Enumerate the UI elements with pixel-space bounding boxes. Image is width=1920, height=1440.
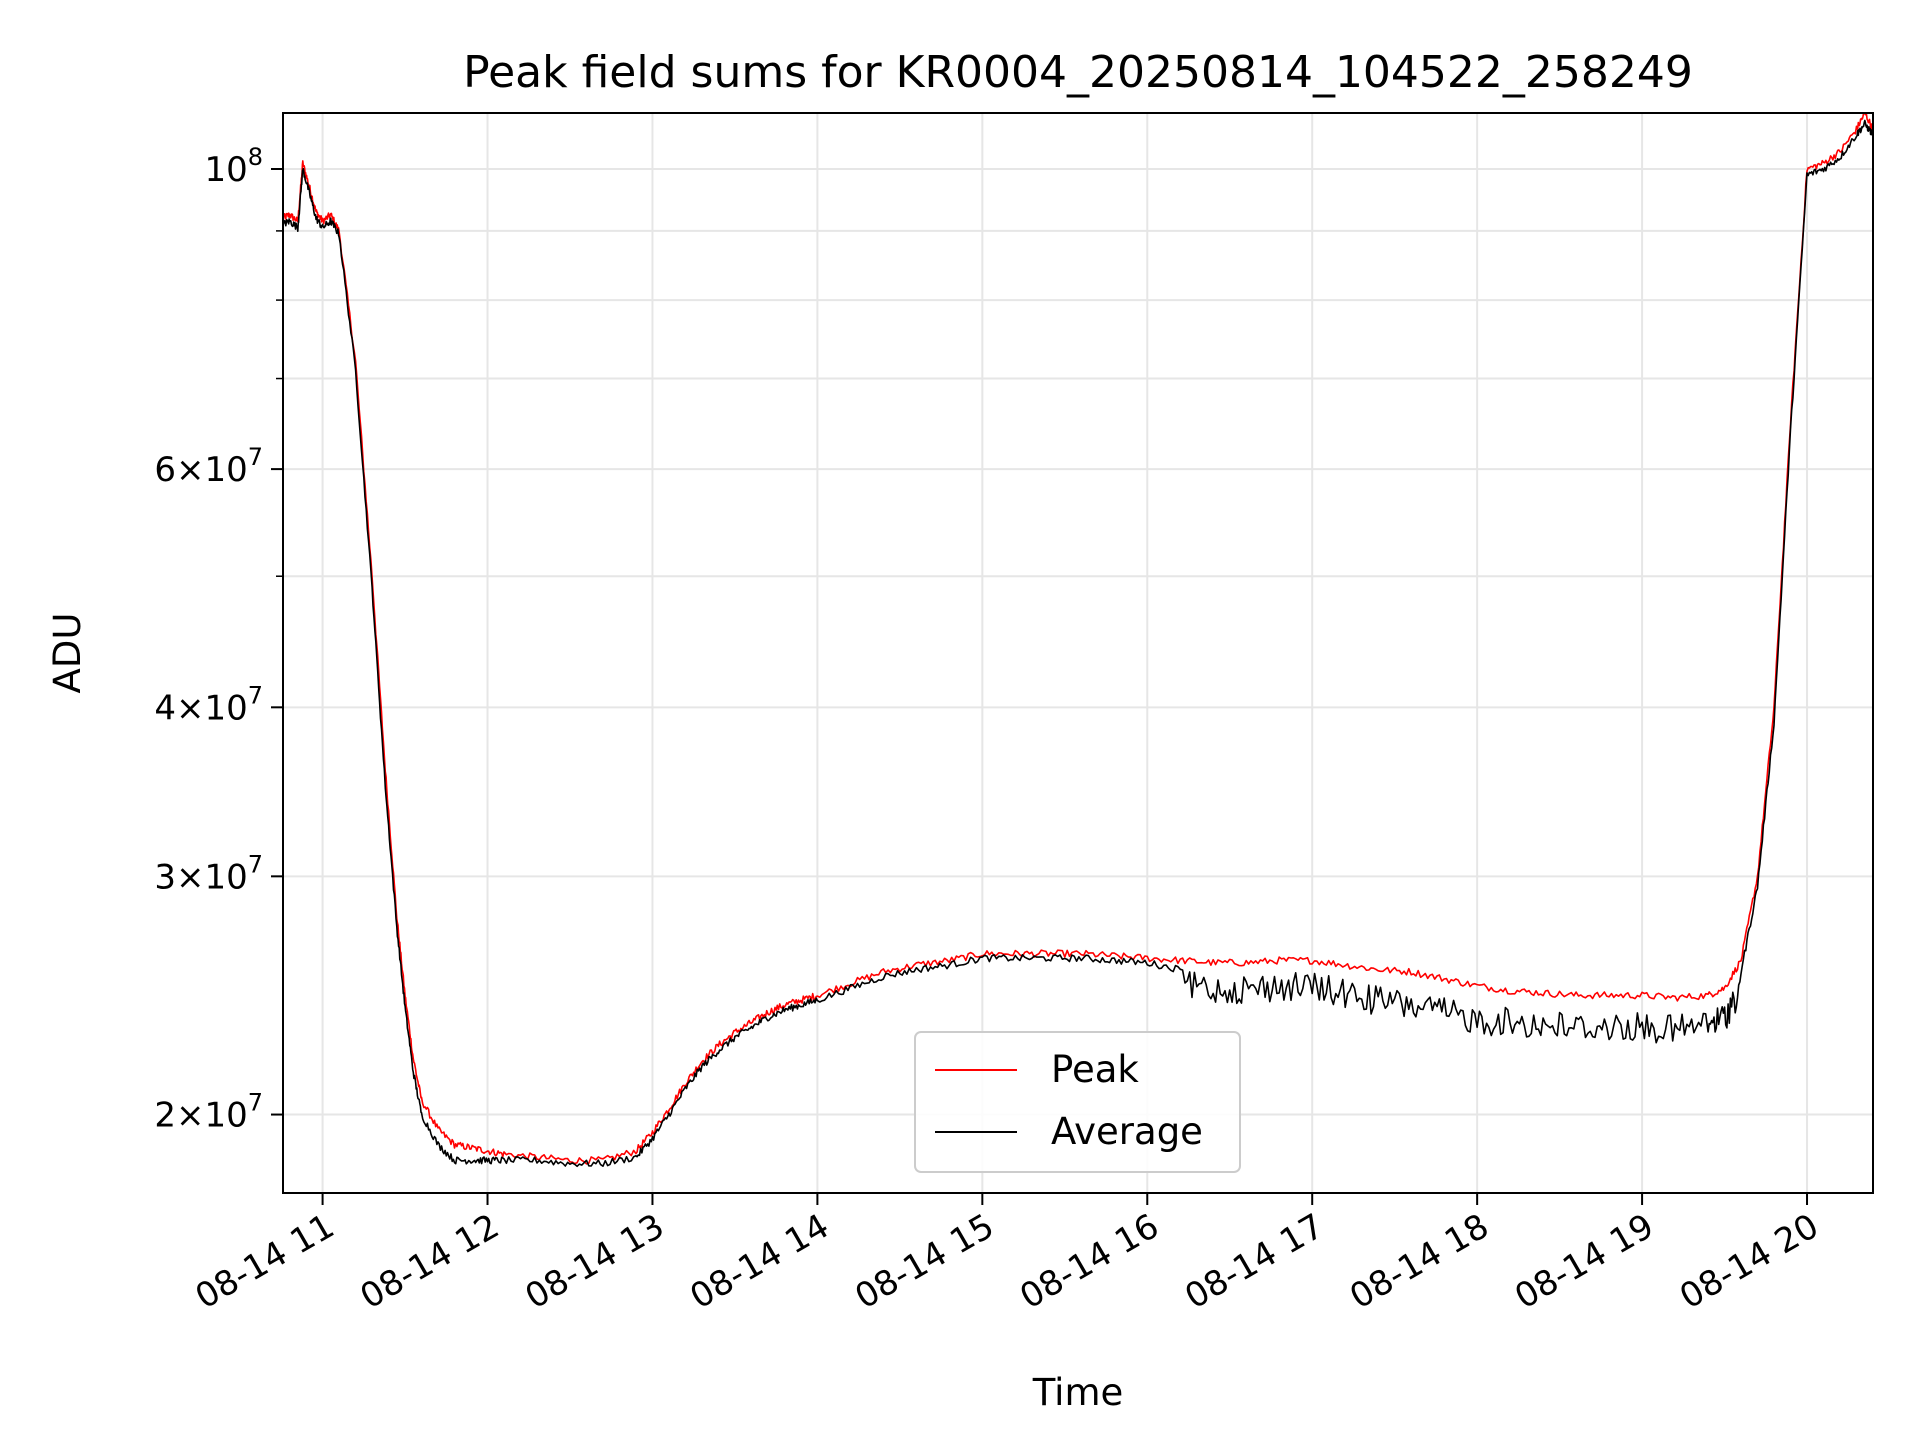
y-axis-ticks: 2×107 3×107 4×107 6×107 108	[154, 143, 283, 1136]
y-tick-label: 3×107	[154, 850, 263, 897]
plot-series	[282, 112, 1874, 1168]
y-tick-label: 108	[204, 143, 263, 190]
chart-title: Peak field sums for KR0004_20250814_1045…	[463, 47, 1693, 98]
y-tick-label: 6×107	[154, 443, 263, 490]
series-line-peak	[282, 112, 1874, 1165]
legend-box	[914, 1031, 1241, 1173]
y-tick-label: 4×107	[154, 681, 263, 728]
y-tick-label: 2×107	[154, 1089, 263, 1136]
legend: Peak Average	[914, 1031, 1241, 1173]
x-axis-label: Time	[1032, 1371, 1124, 1414]
legend-label-average: Average	[1051, 1110, 1203, 1153]
y-axis-label: ADU	[46, 613, 89, 694]
series-line-average	[282, 119, 1874, 1168]
plot-frame	[282, 112, 1874, 1194]
legend-label-peak: Peak	[1051, 1048, 1139, 1091]
